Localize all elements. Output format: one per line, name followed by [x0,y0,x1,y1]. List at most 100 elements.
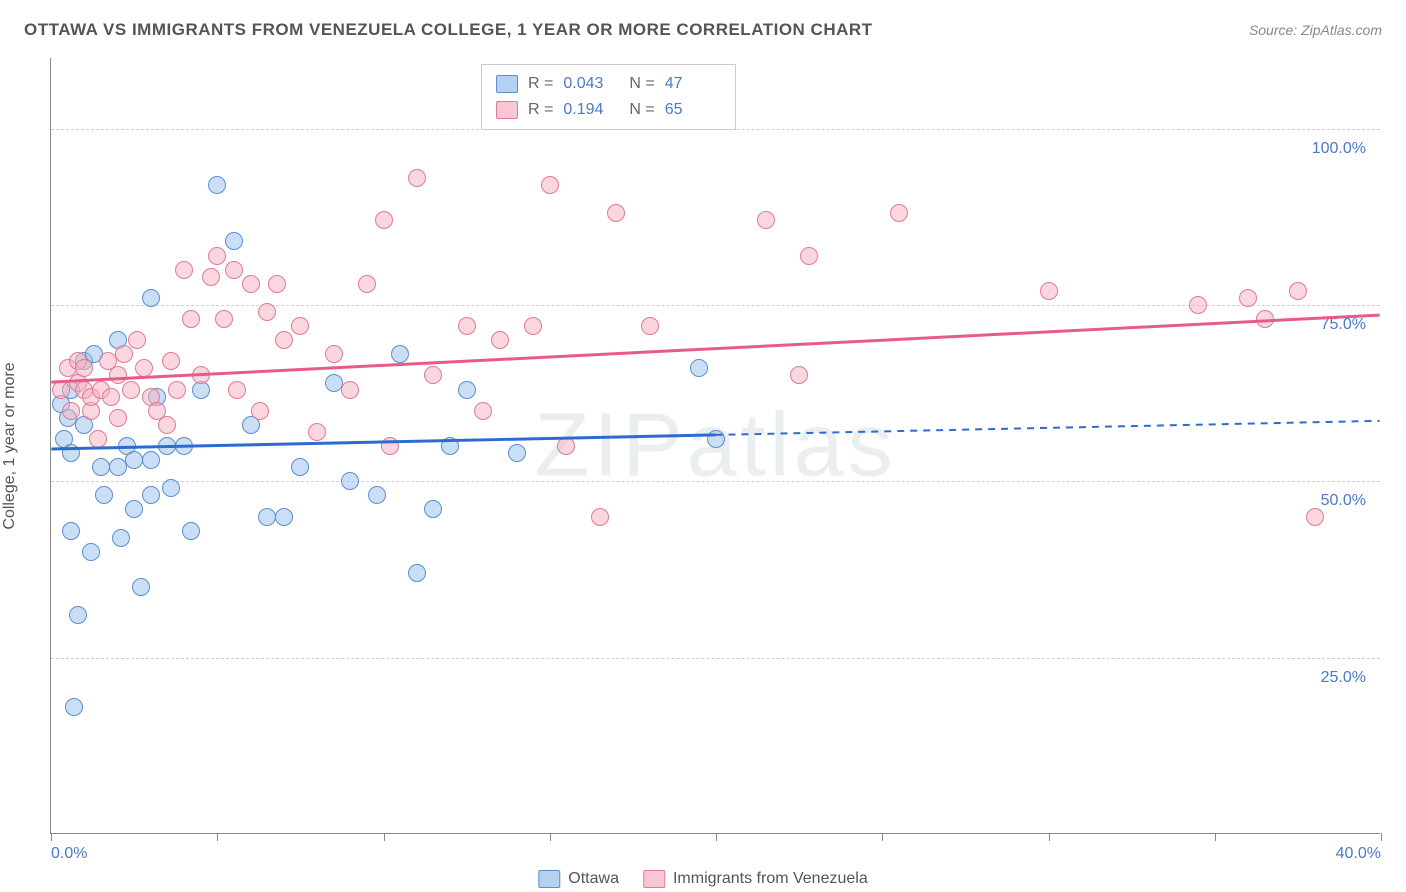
stat-n-value: 65 [665,97,721,123]
scatter-point [275,508,293,526]
scatter-point [325,345,343,363]
scatter-point [142,289,160,307]
scatter-point [607,204,625,222]
scatter-point [175,261,193,279]
scatter-point [1256,310,1274,328]
scatter-point [541,176,559,194]
x-tick [384,833,385,841]
scatter-point [65,698,83,716]
scatter-point [358,275,376,293]
swatch-icon [496,75,518,93]
scatter-point [69,606,87,624]
scatter-point [375,211,393,229]
scatter-point [125,451,143,469]
scatter-point [1239,289,1257,307]
scatter-point [591,508,609,526]
legend-item: Immigrants from Venezuela [643,870,868,888]
scatter-point [162,352,180,370]
scatter-point [291,458,309,476]
scatter-point [557,437,575,455]
scatter-point [132,578,150,596]
scatter-point [208,247,226,265]
scatter-point [162,479,180,497]
scatter-point [75,359,93,377]
y-tick-label: 50.0% [1321,492,1366,510]
scatter-point [182,522,200,540]
legend-stats-box: R = 0.043 N = 47 R = 0.194 N = 65 [481,64,736,130]
stat-r-label: R = [528,71,553,97]
scatter-point [62,522,80,540]
scatter-point [202,268,220,286]
scatter-point [275,331,293,349]
gridline [51,658,1380,659]
scatter-point [225,261,243,279]
swatch-icon [538,870,560,888]
scatter-point [62,402,80,420]
scatter-point [62,444,80,462]
scatter-point [1289,282,1307,300]
stat-n-value: 47 [665,71,721,97]
scatter-point [208,176,226,194]
scatter-point [524,317,542,335]
scatter-point [168,381,186,399]
scatter-point [142,451,160,469]
scatter-point [641,317,659,335]
legend-stats-row: R = 0.194 N = 65 [496,97,721,123]
scatter-point [109,409,127,427]
scatter-point [441,437,459,455]
scatter-point [1306,508,1324,526]
gridline [51,305,1380,306]
x-tick [550,833,551,841]
scatter-point [182,310,200,328]
scatter-point [1040,282,1058,300]
scatter-point [135,359,153,377]
scatter-point [1189,296,1207,314]
scatter-point [508,444,526,462]
scatter-point [175,437,193,455]
plot-area: ZIPatlas 25.0%50.0%75.0%100.0% 0.0%40.0%… [50,58,1380,834]
chart-title: OTTAWA VS IMMIGRANTS FROM VENEZUELA COLL… [24,20,873,40]
scatter-point [89,430,107,448]
scatter-point [474,402,492,420]
scatter-point [491,331,509,349]
scatter-point [95,486,113,504]
x-tick [1381,833,1382,841]
scatter-point [215,310,233,328]
scatter-point [341,472,359,490]
legend-label: Ottawa [568,870,619,888]
scatter-point [381,437,399,455]
scatter-point [291,317,309,335]
scatter-point [424,500,442,518]
scatter-point [142,486,160,504]
scatter-point [102,388,120,406]
scatter-point [458,381,476,399]
scatter-point [128,331,146,349]
stat-r-label: R = [528,97,553,123]
scatter-point [308,423,326,441]
scatter-point [225,232,243,250]
x-tick [716,833,717,841]
stat-r-value: 0.194 [563,97,619,123]
x-tick [1215,833,1216,841]
y-tick-label: 100.0% [1312,140,1366,158]
y-tick-label: 75.0% [1321,316,1366,334]
scatter-point [258,303,276,321]
source-label: Source: ZipAtlas.com [1249,22,1382,38]
x-tick [1049,833,1050,841]
scatter-point [325,374,343,392]
scatter-point [800,247,818,265]
scatter-point [192,366,210,384]
scatter-point [790,366,808,384]
scatter-point [258,508,276,526]
scatter-point [268,275,286,293]
stat-r-value: 0.043 [563,71,619,97]
scatter-point [424,366,442,384]
scatter-point [408,564,426,582]
scatter-point [408,169,426,187]
header: OTTAWA VS IMMIGRANTS FROM VENEZUELA COLL… [24,20,1382,40]
scatter-point [242,275,260,293]
x-tick [51,833,52,841]
scatter-point [757,211,775,229]
scatter-point [228,381,246,399]
x-tick-label: 0.0% [51,845,87,863]
